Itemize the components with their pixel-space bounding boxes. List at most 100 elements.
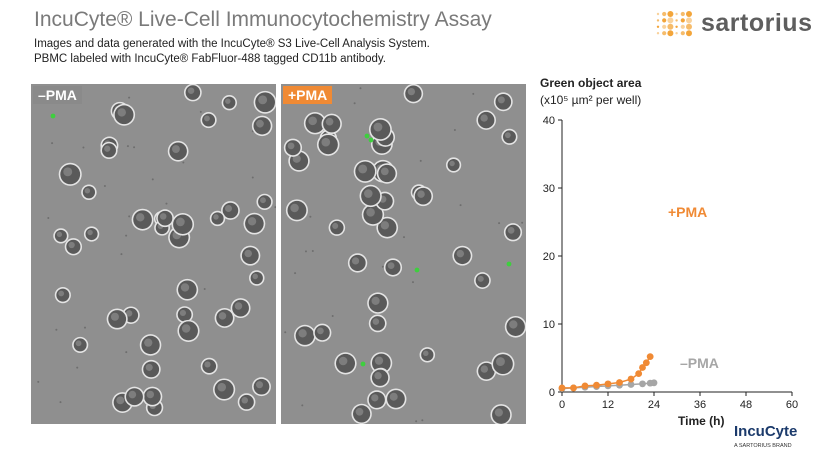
- logo-dot: [680, 18, 685, 23]
- incucyte-brand: IncuCyte A SARTORIUS BRAND: [734, 423, 804, 459]
- cell: [58, 162, 82, 186]
- cell: [100, 141, 118, 160]
- page-title: IncuCyte® Live-Cell Immunocytochemistry …: [34, 8, 492, 31]
- y-axis-title-line-2: (x10⁵ µm² per well): [540, 93, 641, 107]
- cell: [303, 112, 327, 135]
- green-fluorescent-spot: [506, 261, 512, 267]
- cell: [237, 393, 256, 411]
- cell: [353, 159, 377, 183]
- logo-dot: [675, 19, 678, 22]
- cell: [351, 403, 372, 424]
- cell: [230, 298, 251, 319]
- chart-canvas: Green object area (x10⁵ µm² per well) Ti…: [540, 76, 798, 428]
- cell: [370, 352, 393, 374]
- cell: [491, 352, 515, 376]
- y-tick-label: 0: [549, 387, 555, 399]
- cell: [64, 238, 83, 256]
- cell: [493, 92, 513, 112]
- logo-dot: [675, 32, 678, 35]
- cell: [367, 292, 389, 314]
- logo-dot: [686, 11, 692, 17]
- cell: [221, 201, 240, 220]
- x-tick-label: 12: [602, 399, 614, 411]
- series-label: –PMA: [680, 355, 719, 371]
- subtitle-line-2: PBMC labeled with IncuCyte® FabFluor-488…: [34, 53, 386, 65]
- cell: [367, 390, 387, 410]
- cell: [72, 336, 89, 353]
- logo-dot: [680, 11, 685, 17]
- x-tick-label: 0: [559, 399, 565, 411]
- logo-dot: [662, 18, 667, 23]
- cell: [156, 209, 174, 228]
- cell: [321, 113, 342, 135]
- cell: [131, 208, 154, 231]
- cell: [294, 324, 316, 347]
- incucyte-brand-name: IncuCyte: [734, 423, 798, 440]
- green-fluorescent-spot: [414, 267, 420, 273]
- logo-dot: [667, 11, 674, 17]
- micrograph-plus-pma: +PMA: [281, 84, 526, 424]
- logo-dot: [667, 23, 674, 30]
- green-fluorescent-spot: [50, 113, 56, 119]
- logo-dot: [662, 24, 667, 29]
- cell: [370, 367, 390, 388]
- y-tick-label: 20: [543, 251, 555, 263]
- cell: [83, 226, 100, 242]
- logo-dot: [656, 25, 660, 28]
- green-object-area-chart: Green object area (x10⁵ µm² per well) Ti…: [530, 70, 820, 430]
- cell: [177, 319, 200, 342]
- data-point: [604, 380, 612, 388]
- data-point: [639, 364, 646, 371]
- cell: [376, 216, 399, 239]
- cell: [214, 307, 235, 328]
- cell: [452, 245, 473, 266]
- sartorius-logo-text: sartorius: [701, 9, 813, 37]
- cell: [490, 404, 512, 424]
- cell: [361, 203, 385, 226]
- y-tick-label: 40: [543, 115, 555, 127]
- cell: [183, 84, 202, 102]
- cell: [253, 90, 276, 114]
- cell: [403, 84, 424, 104]
- cell: [176, 278, 199, 301]
- cell: [476, 361, 497, 381]
- logo-dot: [667, 30, 674, 37]
- cell: [54, 287, 71, 304]
- series-label: +PMA: [668, 204, 707, 220]
- cell: [334, 352, 357, 375]
- micrograph-minus-pma: –PMA: [31, 84, 276, 424]
- cell: [413, 186, 434, 207]
- logo-dot: [675, 25, 678, 28]
- cell: [256, 193, 273, 210]
- cell: [474, 272, 491, 289]
- data-point: [646, 353, 654, 361]
- data-point: [642, 359, 650, 367]
- x-tick-label: 48: [740, 399, 752, 411]
- cell: [359, 184, 382, 208]
- cell: [213, 378, 236, 401]
- logo-dot: [662, 11, 667, 17]
- cell: [328, 219, 346, 236]
- cell: [200, 357, 218, 375]
- cell: [347, 253, 368, 273]
- cell: [124, 386, 145, 407]
- x-tick-label: 36: [694, 399, 706, 411]
- cell: [251, 115, 273, 137]
- data-point: [570, 384, 577, 392]
- cell: [81, 184, 97, 200]
- logo-dot: [675, 12, 678, 16]
- cell: [376, 163, 398, 184]
- logo-dot: [656, 32, 660, 35]
- cell: [113, 103, 136, 126]
- cell-micrograph-left: [31, 84, 276, 424]
- logo-dot: [667, 17, 674, 24]
- sartorius-dots-icon: [656, 11, 692, 37]
- cell: [283, 138, 303, 157]
- cell: [240, 245, 261, 266]
- logo-dot: [680, 31, 685, 36]
- data-point: [616, 379, 623, 386]
- cell: [252, 377, 271, 397]
- green-fluorescent-spot: [360, 361, 366, 367]
- cell: [501, 128, 518, 145]
- cell: [167, 140, 189, 162]
